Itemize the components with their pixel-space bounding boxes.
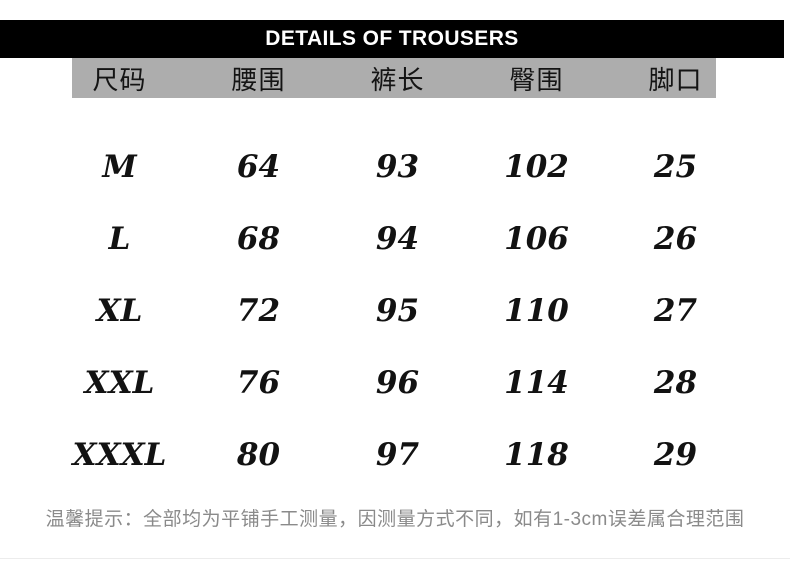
hip-cell: 110 — [504, 293, 569, 329]
length-cell: 94 — [375, 221, 420, 257]
size-cell: XL — [96, 293, 143, 329]
table-row-l: L 68 94 106 26 — [50, 203, 745, 275]
column-header-hip: 臀围 — [509, 64, 564, 95]
size-cell: XXL — [84, 365, 155, 401]
hip-cell: 118 — [504, 437, 569, 473]
hip-cell: 114 — [504, 365, 569, 401]
length-cell: 96 — [375, 365, 420, 401]
size-cell: XXXL — [72, 437, 167, 473]
measurement-note: 温馨提示：全部均为平铺手工测量，因测量方式不同，如有1-3cm误差属合理范围 — [45, 509, 745, 530]
waist-cell: 64 — [236, 149, 281, 185]
column-header-leg-opening: 脚口 — [648, 64, 703, 95]
hip-cell: 102 — [504, 149, 569, 185]
leg-opening-cell: 26 — [653, 221, 698, 257]
column-header-waist: 腰围 — [231, 64, 286, 95]
length-cell: 95 — [375, 293, 420, 329]
leg-opening-cell: 28 — [653, 365, 698, 401]
size-cell: L — [108, 221, 131, 257]
page-title: DETAILS OF TROUSERS — [265, 27, 519, 50]
table-row-m: M 64 93 102 25 — [50, 131, 745, 203]
waist-cell: 80 — [236, 437, 281, 473]
waist-cell: 68 — [236, 221, 281, 257]
bottom-divider — [0, 558, 790, 559]
leg-opening-cell: 29 — [653, 437, 698, 473]
table-row-xxl: XXL 76 96 114 28 — [50, 347, 745, 419]
length-cell: 93 — [375, 149, 420, 185]
waist-cell: 76 — [236, 365, 281, 401]
table-header-background — [72, 58, 716, 98]
title-bar: DETAILS OF TROUSERS — [0, 20, 784, 58]
hip-cell: 106 — [504, 221, 569, 257]
column-header-length: 裤长 — [370, 64, 425, 95]
column-header-size: 尺码 — [92, 64, 147, 95]
leg-opening-cell: 27 — [653, 293, 698, 329]
size-cell: M — [102, 149, 137, 185]
table-row-xl: XL 72 95 110 27 — [50, 275, 745, 347]
table-row-xxxl: XXXL 80 97 118 29 — [50, 419, 745, 491]
waist-cell: 72 — [236, 293, 281, 329]
table-body: M 64 93 102 25 L 68 94 106 26 XL 72 95 1… — [50, 131, 745, 491]
length-cell: 97 — [375, 437, 420, 473]
table-header-row: 尺码 腰围 裤长 臀围 脚口 — [50, 58, 745, 98]
leg-opening-cell: 25 — [653, 149, 698, 185]
